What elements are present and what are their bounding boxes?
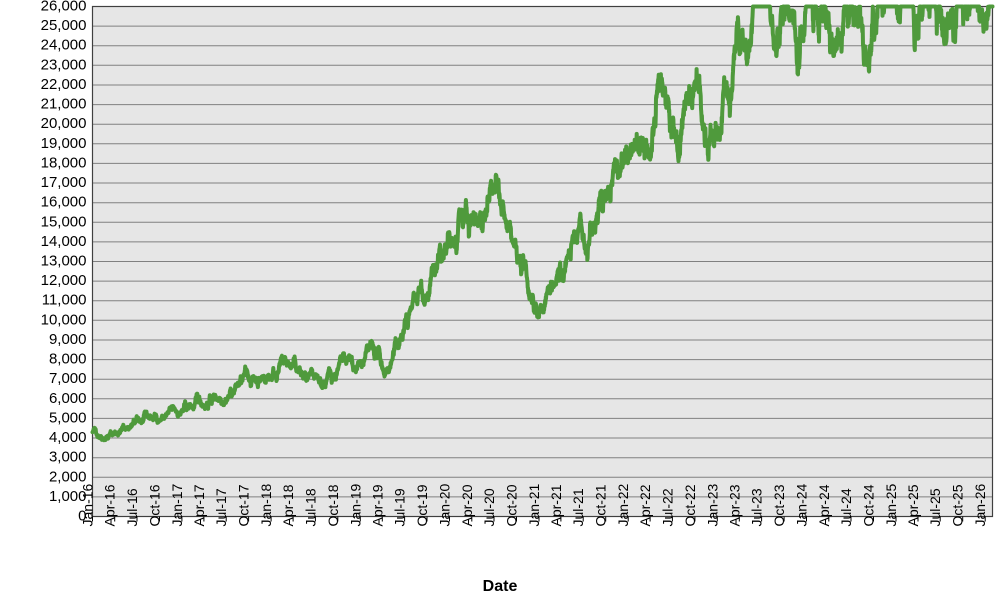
svg-text:Apr-20: Apr-20 bbox=[459, 484, 475, 526]
svg-text:26,000: 26,000 bbox=[41, 0, 87, 15]
svg-text:20,000: 20,000 bbox=[41, 115, 87, 132]
svg-text:Apr-18: Apr-18 bbox=[280, 484, 296, 526]
svg-text:Jul-25: Jul-25 bbox=[927, 488, 943, 526]
svg-text:Jul-24: Jul-24 bbox=[838, 488, 854, 526]
svg-text:13,000: 13,000 bbox=[41, 253, 87, 270]
svg-text:Jul-16: Jul-16 bbox=[124, 488, 140, 526]
svg-text:7,000: 7,000 bbox=[49, 370, 87, 387]
svg-text:Oct-20: Oct-20 bbox=[504, 484, 520, 526]
svg-text:Oct-19: Oct-19 bbox=[414, 484, 430, 526]
svg-text:Jul-23: Jul-23 bbox=[749, 488, 765, 526]
svg-text:Oct-17: Oct-17 bbox=[236, 484, 252, 526]
svg-text:Jul-22: Jul-22 bbox=[659, 488, 675, 526]
svg-text:14,000: 14,000 bbox=[41, 233, 87, 250]
svg-text:10,000: 10,000 bbox=[41, 311, 87, 328]
svg-text:Apr-23: Apr-23 bbox=[726, 484, 742, 526]
svg-text:8,000: 8,000 bbox=[49, 351, 87, 368]
svg-text:Jan-16: Jan-16 bbox=[80, 483, 96, 526]
svg-text:Apr-16: Apr-16 bbox=[102, 484, 118, 526]
svg-text:Oct-18: Oct-18 bbox=[325, 484, 341, 526]
svg-text:12,000: 12,000 bbox=[41, 272, 87, 289]
svg-text:Apr-24: Apr-24 bbox=[816, 484, 832, 526]
svg-text:21,000: 21,000 bbox=[41, 96, 87, 113]
svg-text:Oct-21: Oct-21 bbox=[593, 484, 609, 526]
svg-text:Apr-21: Apr-21 bbox=[548, 484, 564, 526]
svg-text:Jan-18: Jan-18 bbox=[258, 483, 274, 526]
svg-text:Jan-22: Jan-22 bbox=[615, 483, 631, 526]
svg-text:11,000: 11,000 bbox=[42, 292, 87, 309]
svg-text:Jan-20: Jan-20 bbox=[437, 483, 453, 526]
svg-text:3,000: 3,000 bbox=[49, 449, 87, 466]
svg-text:Oct-22: Oct-22 bbox=[682, 484, 698, 526]
svg-text:Jul-21: Jul-21 bbox=[570, 488, 586, 526]
svg-text:Oct-24: Oct-24 bbox=[861, 484, 877, 526]
svg-text:Jul-20: Jul-20 bbox=[481, 488, 497, 526]
svg-text:Jan-19: Jan-19 bbox=[347, 483, 363, 526]
svg-text:Jul-19: Jul-19 bbox=[392, 488, 408, 526]
svg-text:Apr-22: Apr-22 bbox=[637, 484, 653, 526]
svg-text:6,000: 6,000 bbox=[49, 390, 87, 407]
svg-text:Apr-25: Apr-25 bbox=[905, 484, 921, 526]
svg-text:Jan-24: Jan-24 bbox=[794, 483, 810, 526]
svg-text:Jan-17: Jan-17 bbox=[169, 483, 185, 526]
svg-text:24,000: 24,000 bbox=[41, 37, 87, 54]
svg-text:9,000: 9,000 bbox=[49, 331, 87, 348]
svg-text:17,000: 17,000 bbox=[41, 174, 87, 191]
svg-text:Apr-19: Apr-19 bbox=[369, 484, 385, 526]
svg-text:16,000: 16,000 bbox=[41, 194, 87, 211]
svg-text:23,000: 23,000 bbox=[41, 56, 87, 73]
svg-text:2,000: 2,000 bbox=[49, 468, 87, 485]
svg-text:Jan-23: Jan-23 bbox=[704, 483, 720, 526]
svg-text:15,000: 15,000 bbox=[41, 213, 87, 230]
svg-text:4,000: 4,000 bbox=[49, 429, 87, 446]
svg-text:Apr-17: Apr-17 bbox=[191, 484, 207, 526]
svg-text:19,000: 19,000 bbox=[41, 135, 87, 152]
svg-text:Jul-18: Jul-18 bbox=[302, 488, 318, 526]
svg-text:Oct-23: Oct-23 bbox=[771, 484, 787, 526]
svg-text:Jan-21: Jan-21 bbox=[526, 483, 542, 526]
svg-text:18,000: 18,000 bbox=[41, 154, 87, 171]
svg-text:5,000: 5,000 bbox=[49, 409, 87, 426]
svg-text:Oct-16: Oct-16 bbox=[147, 484, 163, 526]
svg-text:Jan-25: Jan-25 bbox=[883, 483, 899, 526]
svg-text:Oct-25: Oct-25 bbox=[950, 484, 966, 526]
svg-text:25,000: 25,000 bbox=[41, 17, 87, 34]
svg-text:Jan-26: Jan-26 bbox=[972, 483, 988, 526]
svg-text:Jul-17: Jul-17 bbox=[213, 488, 229, 526]
svg-text:22,000: 22,000 bbox=[41, 76, 87, 93]
